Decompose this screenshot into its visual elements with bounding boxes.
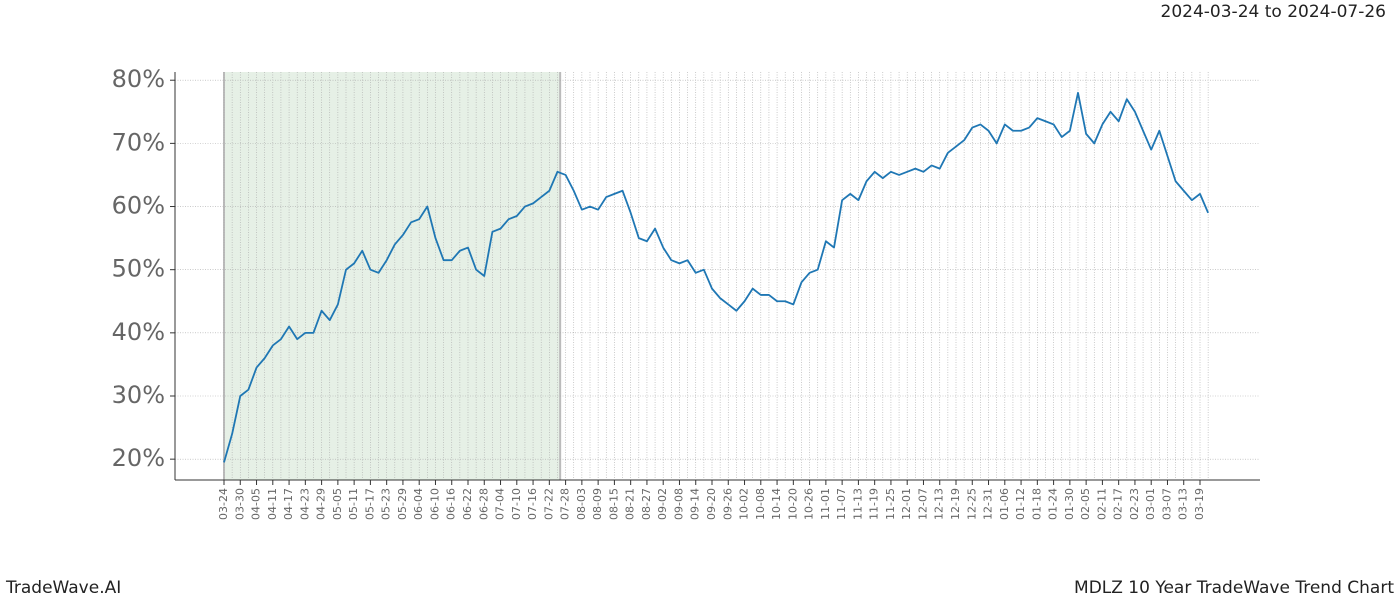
x-tick-label: 07-04 [494, 488, 507, 520]
y-tick-label: 50% [112, 255, 165, 283]
x-tick-label: 03-24 [217, 488, 230, 520]
x-tick-label: 03-01 [1144, 488, 1157, 520]
y-tick-label: 30% [112, 381, 165, 409]
x-tick-label: 10-20 [786, 488, 799, 520]
x-tick-label: 09-26 [721, 488, 734, 520]
x-tick-label: 06-04 [412, 488, 425, 520]
x-tick-label: 10-08 [754, 488, 767, 520]
y-tick-label: 40% [112, 318, 165, 346]
x-tick-label: 07-22 [542, 488, 555, 520]
x-tick-label: 01-24 [1047, 488, 1060, 520]
x-tick-label: 09-08 [672, 488, 685, 520]
x-tick-label: 08-15 [607, 488, 620, 520]
x-tick-label: 12-31 [982, 488, 995, 520]
x-tick-label: 11-07 [835, 488, 848, 520]
x-tick-label: 07-28 [559, 488, 572, 520]
x-tick-label: 08-09 [591, 488, 604, 520]
x-tick-label: 08-21 [624, 488, 637, 520]
x-tick-label: 05-11 [347, 488, 360, 520]
x-tick-label: 08-03 [575, 488, 588, 520]
x-tick-label: 09-14 [689, 488, 702, 520]
x-tick-label: 05-23 [380, 488, 393, 520]
header-date-range: 2024-03-24 to 2024-07-26 [1161, 2, 1386, 22]
x-tick-label: 11-25 [884, 488, 897, 520]
footer-brand: TradeWave.AI [5, 578, 121, 598]
x-tick-label: 04-29 [315, 488, 328, 520]
x-tick-label: 03-07 [1160, 488, 1173, 520]
x-tick-label: 12-07 [916, 488, 929, 520]
x-tick-label: 02-23 [1128, 488, 1141, 520]
x-tick-label: 02-05 [1079, 488, 1092, 520]
x-tick-label: 02-17 [1112, 488, 1125, 520]
trend-line [223, 91, 1209, 463]
x-tick-label: 08-27 [640, 488, 653, 520]
x-tick-label: 03-19 [1193, 488, 1206, 520]
x-tick-label: 07-10 [510, 488, 523, 520]
x-tick-label: 06-10 [428, 488, 441, 520]
x-tick-label: 10-02 [738, 488, 751, 520]
x-tick-label: 02-11 [1095, 488, 1108, 520]
x-tick-label: 11-19 [868, 488, 881, 520]
x-tick-label: 06-28 [477, 488, 490, 520]
x-tick-label: 03-30 [233, 488, 246, 520]
x-tick-label: 01-18 [1030, 488, 1043, 520]
x-tick-label: 05-05 [331, 488, 344, 520]
x-tick-label: 12-01 [900, 488, 913, 520]
x-tick-label: 05-17 [363, 488, 376, 520]
x-tick-label: 01-06 [998, 488, 1011, 520]
x-tick-label: 11-01 [819, 488, 832, 520]
x-tick-label: 05-29 [396, 488, 409, 520]
y-tick-label: 70% [112, 128, 165, 156]
x-tick-label: 07-16 [526, 488, 539, 520]
x-tick-label: 04-05 [250, 488, 263, 520]
x-tick-label: 09-20 [705, 488, 718, 520]
x-tick-label: 12-13 [933, 488, 946, 520]
x-tick-label: 06-16 [445, 488, 458, 520]
y-tick-label: 60% [112, 192, 165, 220]
x-tick-label: 04-11 [266, 488, 279, 520]
y-tick-label: 20% [112, 444, 165, 472]
x-tick-label: 09-02 [656, 488, 669, 520]
y-tick-label: 80% [112, 65, 165, 93]
x-tick-label: 03-13 [1177, 488, 1190, 520]
footer-title: MDLZ 10 Year TradeWave Trend Chart [1074, 578, 1394, 598]
x-tick-label: 12-19 [949, 488, 962, 520]
x-tick-label: 12-25 [965, 488, 978, 520]
x-tick-label: 10-14 [770, 488, 783, 520]
x-tick-label: 04-17 [282, 488, 295, 520]
highlight-band [224, 72, 561, 480]
x-tick-label: 01-30 [1063, 488, 1076, 520]
x-tick-label: 01-12 [1014, 488, 1027, 520]
x-tick-label: 06-22 [461, 488, 474, 520]
x-tick-label: 11-13 [851, 488, 864, 520]
x-tick-label: 04-23 [298, 488, 311, 520]
x-tick-label: 10-26 [803, 488, 816, 520]
